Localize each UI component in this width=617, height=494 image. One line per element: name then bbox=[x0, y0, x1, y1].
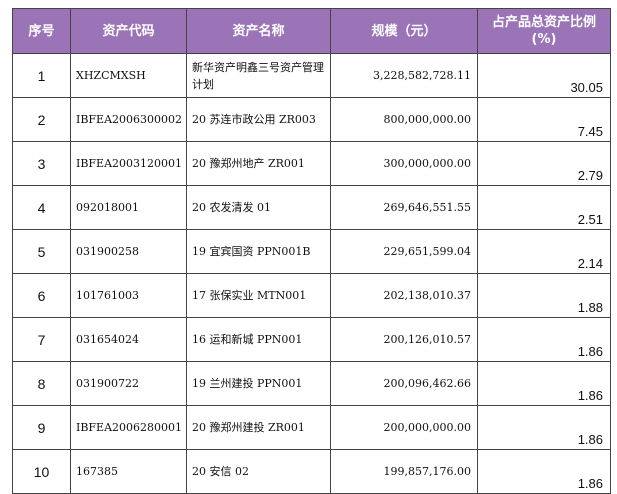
cell-ratio: 1.86 bbox=[477, 317, 611, 362]
table-row: 8 031900722 19 兰州建投 PPN001 200,096,462.6… bbox=[12, 361, 611, 406]
cell-no: 8 bbox=[12, 361, 71, 406]
cell-ratio: 2.79 bbox=[477, 141, 611, 186]
cell-asset-name: 20 豫郑州地产 ZR001 bbox=[186, 141, 331, 186]
cell-no: 3 bbox=[12, 141, 71, 186]
cell-amount: 200,000,000.00 bbox=[330, 405, 478, 450]
cell-ratio: 1.86 bbox=[477, 405, 611, 450]
table-row: 5 031900258 19 宜宾国资 PPN001B 229,651,599.… bbox=[12, 229, 611, 274]
table-row: 3 IBFEA2003120001 20 豫郑州地产 ZR001 300,000… bbox=[12, 141, 611, 186]
cell-ratio: 1.86 bbox=[477, 361, 611, 406]
header-asset-name: 资产名称 bbox=[186, 8, 331, 54]
holdings-table-wrapper: 序号 资产代码 资产名称 规模（元） 占产品总资产比例 (%) 1 XHZCMXS… bbox=[12, 8, 611, 494]
table-row: 4 092018001 20 农发清发 01 269,646,551.55 2.… bbox=[12, 185, 611, 230]
cell-asset-name: 16 运和新城 PPN001 bbox=[186, 317, 331, 362]
cell-asset-code: 092018001 bbox=[70, 185, 187, 230]
cell-amount: 300,000,000.00 bbox=[330, 141, 478, 186]
cell-asset-code: XHZCMXSH bbox=[70, 53, 187, 98]
table-row: 2 IBFEA2006300002 20 苏连市政公用 ZR003 800,00… bbox=[12, 97, 611, 142]
cell-asset-name: 17 张保实业 MTN001 bbox=[186, 273, 331, 318]
cell-ratio: 2.14 bbox=[477, 229, 611, 274]
cell-no: 5 bbox=[12, 229, 71, 274]
header-amount: 规模（元） bbox=[330, 8, 478, 54]
cell-amount: 269,646,551.55 bbox=[330, 185, 478, 230]
holdings-table: 序号 资产代码 资产名称 规模（元） 占产品总资产比例 (%) 1 XHZCMXS… bbox=[12, 8, 611, 494]
cell-ratio: 1.88 bbox=[477, 273, 611, 318]
cell-no: 2 bbox=[12, 97, 71, 142]
cell-no: 9 bbox=[12, 405, 71, 450]
table-row: 6 101761003 17 张保实业 MTN001 202,138,010.3… bbox=[12, 273, 611, 318]
cell-asset-code: IBFEA2006280001 bbox=[70, 405, 187, 450]
cell-asset-code: 031900722 bbox=[70, 361, 187, 406]
table-row: 9 IBFEA2006280001 20 豫郑州建投 ZR001 200,000… bbox=[12, 405, 611, 450]
cell-no: 7 bbox=[12, 317, 71, 362]
cell-asset-code: 101761003 bbox=[70, 273, 187, 318]
cell-asset-name: 19 宜宾国资 PPN001B bbox=[186, 229, 331, 274]
cell-amount: 800,000,000.00 bbox=[330, 97, 478, 142]
cell-asset-name: 20 豫郑州建投 ZR001 bbox=[186, 405, 331, 450]
cell-asset-code: 031654024 bbox=[70, 317, 187, 362]
cell-asset-code: IBFEA2006300002 bbox=[70, 97, 187, 142]
cell-no: 6 bbox=[12, 273, 71, 318]
cell-asset-name: 20 农发清发 01 bbox=[186, 185, 331, 230]
cell-asset-name: 19 兰州建投 PPN001 bbox=[186, 361, 331, 406]
cell-ratio: 30.05 bbox=[477, 53, 611, 98]
cell-amount: 202,138,010.37 bbox=[330, 273, 478, 318]
cell-amount: 200,096,462.66 bbox=[330, 361, 478, 406]
header-ratio: 占产品总资产比例 (%) bbox=[477, 8, 611, 54]
header-no: 序号 bbox=[12, 8, 71, 54]
header-ratio-line1: 占产品总资产比例 bbox=[491, 15, 596, 30]
cell-amount: 3,228,582,728.11 bbox=[330, 53, 478, 98]
cell-no: 4 bbox=[12, 185, 71, 230]
cell-amount: 200,126,010.57 bbox=[330, 317, 478, 362]
table-header-row: 序号 资产代码 资产名称 规模（元） 占产品总资产比例 (%) bbox=[12, 8, 611, 54]
table-row: 7 031654024 16 运和新城 PPN001 200,126,010.5… bbox=[12, 317, 611, 362]
header-ratio-line2: (%) bbox=[531, 32, 557, 47]
cell-amount: 229,651,599.04 bbox=[330, 229, 478, 274]
cell-asset-name: 20 苏连市政公用 ZR003 bbox=[186, 97, 331, 142]
cell-no: 1 bbox=[12, 53, 71, 98]
header-asset-code: 资产代码 bbox=[70, 8, 187, 54]
cell-ratio: 2.51 bbox=[477, 185, 611, 230]
table-row: 1 XHZCMXSH 新华资产明鑫三号资产管理计划 3,228,582,728.… bbox=[12, 53, 611, 98]
cell-asset-code: 031900258 bbox=[70, 229, 187, 274]
cell-ratio: 7.45 bbox=[477, 97, 611, 142]
cell-asset-name: 新华资产明鑫三号资产管理计划 bbox=[186, 53, 331, 98]
cell-asset-code: IBFEA2003120001 bbox=[70, 141, 187, 186]
